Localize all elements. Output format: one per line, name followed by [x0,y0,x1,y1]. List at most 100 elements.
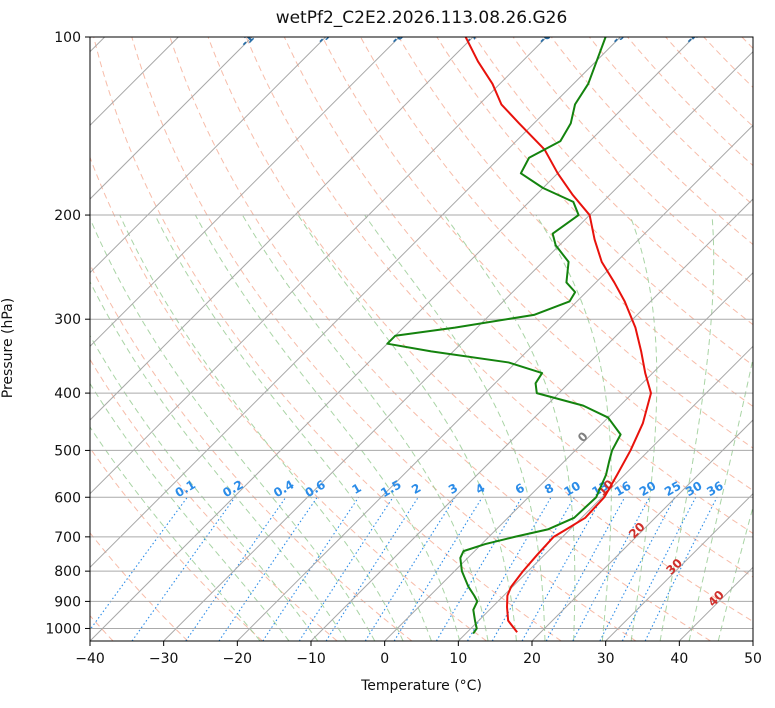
dry-adiabat [169,37,711,641]
y-tick-label: 900 [54,594,81,610]
moist-adiabat [90,280,347,641]
isotherm-label: -50 [609,22,634,47]
isotherm-line [90,37,474,421]
moist-adiabat [194,214,461,641]
dry-adiabat [283,37,753,534]
mixing-ratio-label: 36 [704,479,725,499]
x-tick-label: 50 [744,651,762,667]
isotherm-label: -70 [462,22,487,47]
y-tick-label: 700 [54,530,81,546]
dry-adiabat [90,263,413,641]
mixing-ratio-label: 2 [409,481,423,497]
dry-adiabat [322,37,753,492]
dry-adiabat [474,37,753,326]
dry-adiabat [741,37,753,50]
isotherm-label: -80 [388,22,413,47]
dry-adiabat [90,447,263,641]
y-tick-label: 100 [54,30,81,46]
x-tick-label: −10 [296,651,326,667]
x-tick-label: 30 [597,651,615,667]
dry-adiabat [90,614,114,641]
moist-adiabat [364,214,546,641]
isotherm-label: -90 [314,22,339,47]
mixing-ratio-label: 20 [637,479,658,499]
dry-adiabat [93,37,562,641]
y-tick-label: 200 [54,208,81,224]
y-tick-label: 500 [54,443,81,459]
isotherm-line [90,37,548,495]
mixing-ratio-line [218,496,318,641]
dry-adiabat [512,37,753,286]
dry-adiabat [207,37,753,623]
dry-adiabat [131,37,637,641]
isotherm-line [90,37,400,348]
dry-adiabat [90,532,189,641]
warm-isotherm-label: 30 [663,556,685,578]
y-axis-label: Pressure (hPa) [0,297,16,399]
y-tick-label: 300 [54,312,81,328]
moist-adiabat [535,214,612,641]
isotherm-line [605,492,753,641]
x-tick-label: −40 [75,651,105,667]
y-tick-label: 1000 [45,621,81,637]
x-tick-label: −30 [149,651,179,667]
x-axis-label: Temperature (°C) [361,678,482,694]
isotherm-line [90,37,253,200]
moist-adiabat [154,214,432,641]
isotherm-line [163,50,753,641]
moist-adiabat [297,214,517,641]
mixing-ratio-line [545,496,626,641]
dry-adiabat [90,156,487,641]
moist-adiabat [629,214,658,641]
isotherm-line [752,640,753,641]
mixing-ratio-label: 6 [513,481,527,497]
isotherm-line [531,419,753,641]
x-tick-label: 20 [523,651,541,667]
mixing-ratio-line [131,496,236,641]
mixing-ratio-line [90,496,188,631]
x-tick-label: −20 [223,651,253,667]
mixing-ratio-label: 1 [349,481,363,497]
mixing-ratio-line [262,496,360,641]
isotherm-line [236,124,753,641]
isotherm-line [384,271,753,641]
mixing-ratio-label: 10 [562,479,583,499]
mixing-ratio-line [644,496,718,641]
mixing-ratio-line [325,496,419,641]
x-tick-label: 0 [380,651,389,667]
x-tick-label: 10 [449,651,467,667]
mixing-ratio-label: 30 [683,479,704,499]
isotherm-line [310,198,753,641]
y-tick-label: 800 [54,564,81,580]
moist-adiabat [90,334,319,641]
isotherm-line [457,345,753,641]
mixing-ratio-line [364,496,456,641]
moist-adiabat [659,215,715,641]
dry-adiabat [665,37,753,128]
isotherm-line [678,566,753,641]
isotherm-line [90,37,621,569]
isotherm-line [90,37,179,127]
mixing-ratio-line [393,496,483,641]
warm-isotherm-label: 40 [705,588,727,610]
dry-adiabat [245,37,753,578]
dry-adiabat [588,37,753,206]
mixing-ratio-label: 25 [662,479,683,499]
mixing-ratio-label: 4 [473,481,487,497]
y-tick-label: 600 [54,490,81,506]
isotherm-line [90,37,327,274]
dry-adiabat [436,37,753,366]
warm-isotherm-label: 20 [626,520,648,542]
dry-adiabat [90,358,338,641]
dewpoint-profile [386,37,622,635]
chart-title: wetPf2_C2E2.2026.113.08.26.G26 [275,8,568,28]
isotherm-label: -30 [756,22,775,47]
moist-adiabat [90,426,261,641]
y-tick-label: 400 [54,386,81,402]
moist-adiabat [443,214,576,641]
moist-adiabat [688,356,753,641]
moist-adiabat [241,214,489,641]
x-tick-label: 40 [670,651,688,667]
mixing-ratio-line [599,496,676,641]
